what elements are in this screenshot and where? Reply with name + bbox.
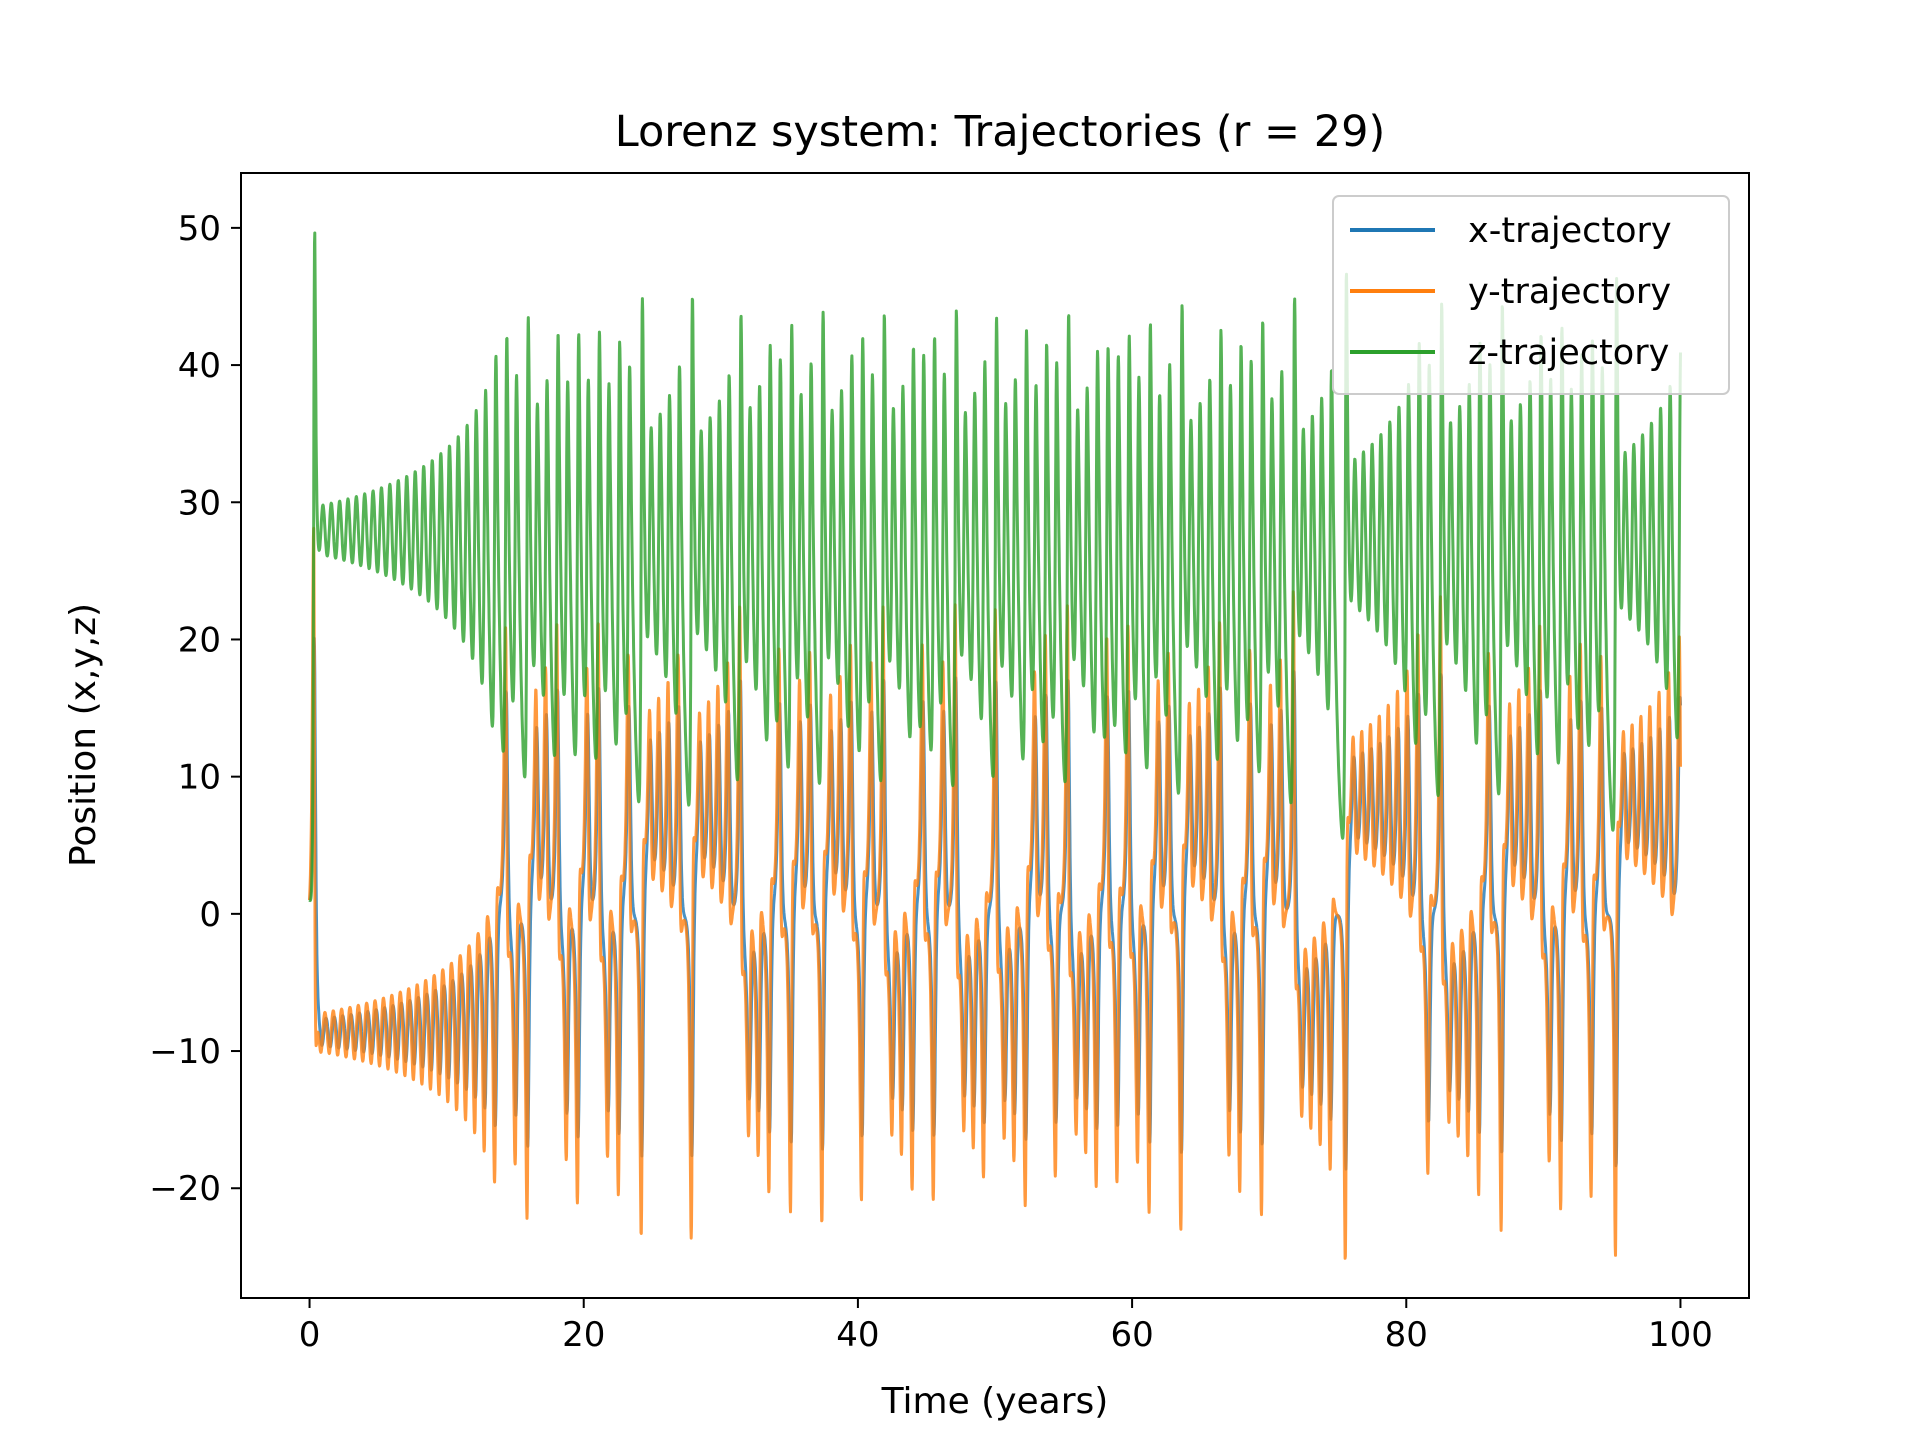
chart-title: Lorenz system: Trajectories (r = 29) [615,107,1385,157]
plot-frame [240,172,1750,1299]
y-tick-label: 10 [178,758,221,798]
y-tick-label: 20 [178,620,221,660]
x-tick-label: 80 [1385,1315,1428,1355]
x-axis-ticks: 0 20 40 60 80 100 [299,1298,1713,1355]
legend-label-z: z-trajectory [1468,333,1669,373]
x-tick-label: 0 [299,1315,321,1355]
legend-label-y: y-trajectory [1468,272,1671,312]
x-tick-label: 100 [1648,1315,1713,1355]
z-trajectory-line [308,231,1682,903]
y-tick-label: 50 [178,209,221,249]
y-axis-label: Position (x,y,z) [63,603,104,867]
x-tick-label: 60 [1110,1315,1153,1355]
x-axis-label: Time (years) [881,1381,1109,1422]
y-axis-ticks: −20 −10 0 10 20 30 40 50 [149,209,241,1209]
legend: x-trajectory y-trajectory z-trajectory [1332,195,1730,395]
legend-label-x: x-trajectory [1468,211,1672,251]
y-tick-label: −20 [149,1169,221,1209]
legend-frame [1332,195,1730,395]
y-tick-label: −10 [149,1032,221,1072]
x-tick-label: 20 [562,1315,605,1355]
series-layer [308,231,1682,1260]
y-tick-label: 0 [199,895,221,935]
y-tick-label: 40 [178,346,221,386]
y-tick-label: 30 [178,483,221,523]
x-tick-label: 40 [836,1315,879,1355]
